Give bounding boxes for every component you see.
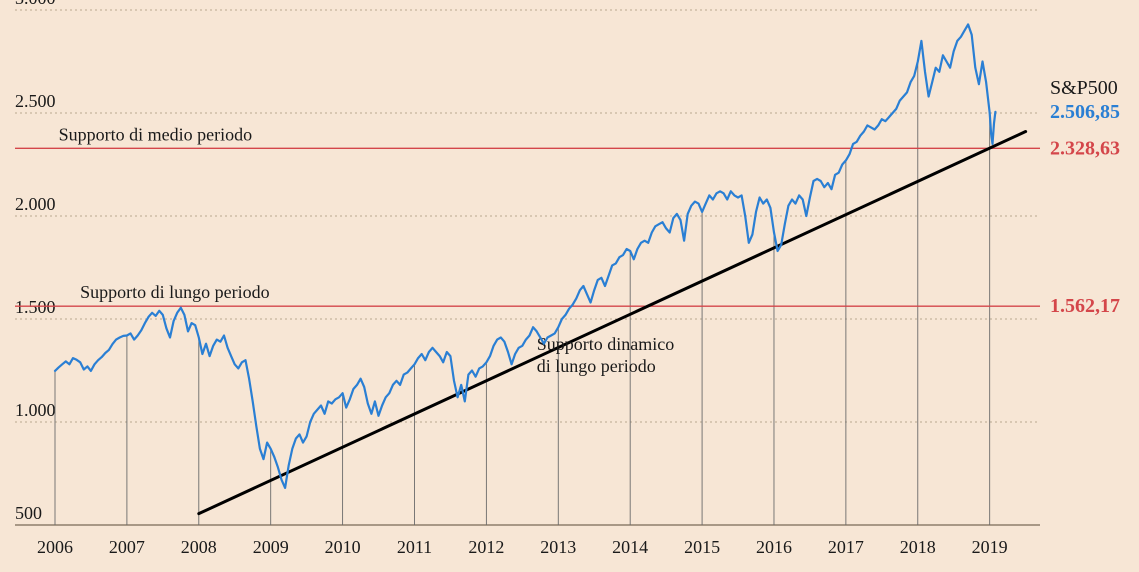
trendline bbox=[199, 132, 1026, 514]
trendline-label: di lungo periodo bbox=[537, 356, 656, 376]
y-axis-label: 1.000 bbox=[15, 400, 56, 420]
y-axis-label: 2.000 bbox=[15, 194, 56, 214]
x-axis-label: 2007 bbox=[109, 537, 145, 557]
x-axis-label: 2019 bbox=[972, 537, 1008, 557]
x-axis-label: 2015 bbox=[684, 537, 720, 557]
y-axis-label: 3.000 bbox=[15, 0, 56, 8]
series-line bbox=[55, 24, 995, 488]
x-axis-label: 2009 bbox=[253, 537, 289, 557]
x-axis-label: 2016 bbox=[756, 537, 792, 557]
support-value: 2.328,63 bbox=[1050, 137, 1120, 159]
x-axis-label: 2014 bbox=[612, 537, 648, 557]
support-label: Supporto di medio periodo bbox=[59, 124, 252, 144]
x-axis-label: 2008 bbox=[181, 537, 217, 557]
x-axis-label: 2010 bbox=[325, 537, 361, 557]
x-axis-label: 2011 bbox=[397, 537, 432, 557]
trendline-label: Supporto dinamico bbox=[537, 334, 675, 354]
y-axis-label: 2.500 bbox=[15, 91, 56, 111]
x-axis-label: 2012 bbox=[468, 537, 504, 557]
series-last-value: 2.506,85 bbox=[1050, 101, 1120, 123]
y-axis-label: 500 bbox=[15, 503, 42, 523]
y-axis-label: 1.500 bbox=[15, 297, 56, 317]
series-name: S&P500 bbox=[1050, 77, 1118, 99]
x-axis-label: 2017 bbox=[828, 537, 864, 557]
x-axis-label: 2018 bbox=[900, 537, 936, 557]
sp500-chart: 500 1.000 1.500 2.000 2.500 3.000 2006 2007 2008… bbox=[0, 0, 1139, 572]
support-label: Supporto di lungo periodo bbox=[80, 282, 270, 302]
support-value: 1.562,17 bbox=[1050, 295, 1120, 317]
x-axis-label: 2013 bbox=[540, 537, 576, 557]
x-axis-label: 2006 bbox=[37, 537, 73, 557]
